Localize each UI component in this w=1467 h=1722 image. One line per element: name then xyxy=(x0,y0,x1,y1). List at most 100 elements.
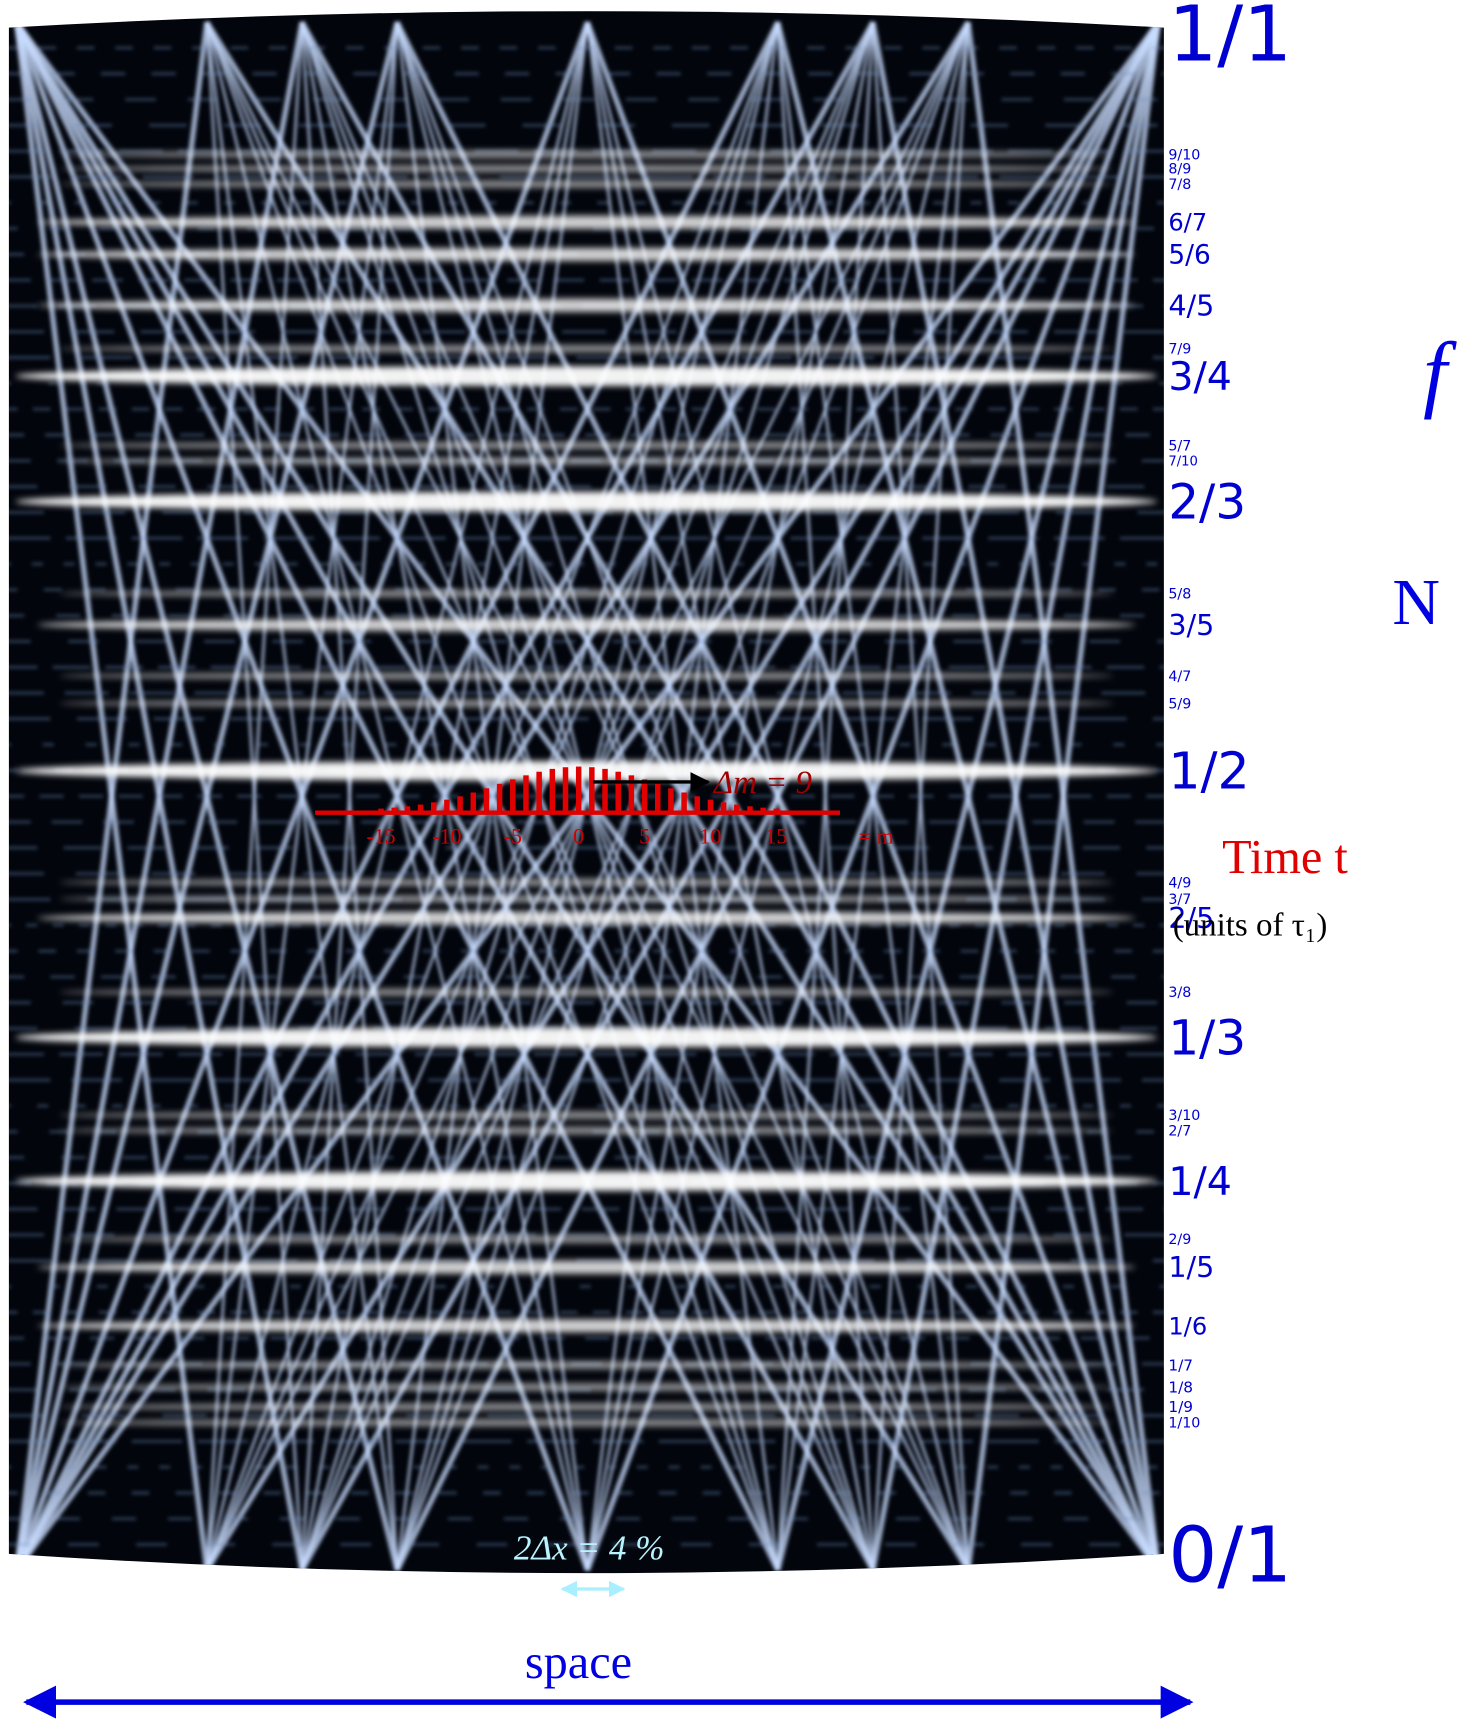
carpet xyxy=(8,11,1164,1574)
distribution-bar xyxy=(589,767,595,811)
fraction-label: 1/9 xyxy=(1168,1398,1193,1416)
fraction-label: 6/7 xyxy=(1168,209,1207,237)
fraction-label: 2/5 xyxy=(1168,902,1214,935)
m-tick-label: 15 xyxy=(765,823,787,848)
distribution-bar xyxy=(628,775,635,811)
fraction-label: 4/7 xyxy=(1168,669,1191,685)
fraction-glow xyxy=(59,1383,1114,1391)
fraction-glow xyxy=(59,1361,1114,1369)
fraction-glow xyxy=(59,1402,1114,1411)
fraction-glow xyxy=(37,247,1136,262)
distribution-bar xyxy=(575,766,582,811)
fraction-glow xyxy=(15,366,1158,386)
fraction-label: 3/4 xyxy=(1168,354,1232,400)
distribution-bar xyxy=(668,788,674,811)
fraction-label: 0/1 xyxy=(1168,1511,1292,1600)
m-tick-label: 5 xyxy=(639,823,650,848)
side-letter: N xyxy=(1392,566,1440,639)
delta-x-label: 2Δx = 4 % xyxy=(514,1528,665,1567)
m-tick-label: 0 xyxy=(573,823,584,848)
distribution-bar xyxy=(773,808,780,811)
fraction-glow xyxy=(59,1126,1114,1135)
distribution-bar xyxy=(510,779,516,811)
fraction-label: 1/8 xyxy=(1168,1378,1193,1396)
fraction-label: 7/9 xyxy=(1168,342,1191,358)
distribution-bar xyxy=(430,802,437,811)
distribution-bar xyxy=(734,804,740,811)
fraction-label: 1/6 xyxy=(1168,1312,1207,1340)
units-label: (units of τ₁) xyxy=(1173,908,1328,944)
distribution-bar xyxy=(483,788,490,811)
fraction-label: 1/4 xyxy=(1168,1159,1232,1205)
distribution-bar xyxy=(417,804,424,811)
fraction-glow xyxy=(59,164,1114,173)
distribution-bar xyxy=(457,796,463,811)
distribution-bar xyxy=(378,808,384,811)
side-letter: f xyxy=(1423,325,1457,420)
fraction-glow xyxy=(59,672,1114,680)
fraction-glow xyxy=(59,441,1114,450)
m-axis-label: = m xyxy=(859,823,894,848)
fraction-label: 5/7 xyxy=(1168,438,1191,454)
fraction-label: 7/10 xyxy=(1168,455,1198,470)
fraction-glow xyxy=(59,457,1114,465)
fraction-glow xyxy=(59,1111,1114,1119)
distribution-bar xyxy=(404,806,411,811)
distribution-bar xyxy=(470,792,477,811)
distribution-bar xyxy=(654,783,661,811)
fraction-label: 2/7 xyxy=(1168,1124,1191,1140)
distribution-bar xyxy=(760,807,766,811)
fraction-glow xyxy=(59,180,1114,188)
fraction-label: 8/9 xyxy=(1168,162,1191,178)
fraction-label: 1/10 xyxy=(1168,1416,1200,1432)
fraction-label: 7/8 xyxy=(1168,177,1191,193)
distribution-bar xyxy=(562,767,569,811)
fraction-glow xyxy=(59,988,1114,997)
fraction-label: 1/2 xyxy=(1168,742,1249,801)
fraction-glow xyxy=(59,589,1114,598)
distribution-bars xyxy=(378,766,780,811)
fraction-glow xyxy=(15,491,1158,512)
time-label: Time t xyxy=(1222,831,1348,884)
m-tick-label: 10 xyxy=(699,823,721,848)
fraction-label: 4/9 xyxy=(1168,875,1191,891)
distribution-bar xyxy=(720,802,727,811)
fraction-glow xyxy=(37,215,1136,229)
carpet-glows xyxy=(15,150,1158,1427)
fraction-label: 1/1 xyxy=(1168,0,1292,80)
fraction-glow xyxy=(37,298,1136,312)
fraction-glow xyxy=(59,1418,1114,1427)
fraction-glow xyxy=(37,1260,1136,1274)
distribution-bar xyxy=(747,806,753,811)
distribution-bar xyxy=(391,807,397,811)
distribution-bar xyxy=(602,768,608,811)
fraction-glow xyxy=(59,344,1114,353)
fraction-glow xyxy=(59,878,1114,887)
distribution-bar xyxy=(694,796,701,811)
fraction-glow xyxy=(37,618,1136,632)
fraction-label: 3/7 xyxy=(1168,892,1191,908)
distribution-bar xyxy=(496,783,503,811)
fraction-glow xyxy=(59,699,1114,708)
distribution-bar xyxy=(707,799,714,811)
fraction-label: 3/10 xyxy=(1168,1108,1200,1124)
fraction-glow xyxy=(15,760,1158,781)
fraction-glow xyxy=(59,150,1114,159)
distribution-bar xyxy=(523,775,529,811)
fraction-glow xyxy=(15,1027,1158,1048)
fraction-label: 3/5 xyxy=(1168,609,1214,642)
space-label: space xyxy=(525,1636,632,1689)
fraction-label: 9/10 xyxy=(1168,147,1200,163)
labels: 1/1 9/108/97/8 6/7 5/6 4/5 7/93/4 5/77/10 2/3 5/… xyxy=(1168,0,1292,1600)
fraction-label: 1/3 xyxy=(1168,1010,1246,1066)
distribution-bar xyxy=(444,799,450,811)
distribution-bar xyxy=(549,768,556,811)
delta-m-label: Δm = 9 xyxy=(712,765,812,801)
fraction-label: 1/7 xyxy=(1168,1356,1193,1374)
carpet-lines xyxy=(8,20,1164,1572)
fraction-glow xyxy=(59,894,1114,903)
fraction-glow xyxy=(37,911,1136,925)
fraction-glow xyxy=(15,1171,1158,1191)
fraction-label: 2/3 xyxy=(1168,474,1246,530)
